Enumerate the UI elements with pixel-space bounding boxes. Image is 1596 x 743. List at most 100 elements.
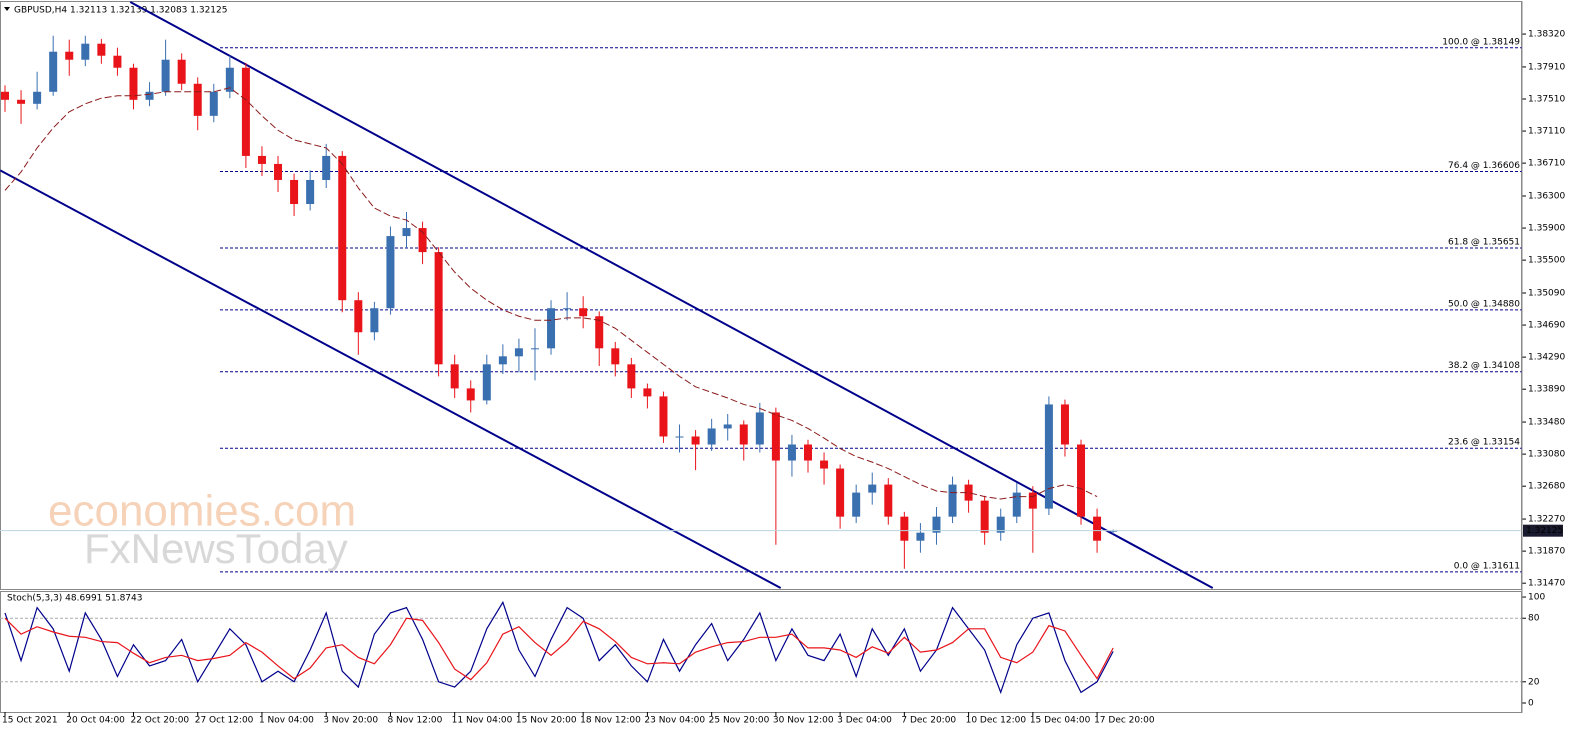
y-tick-label: 1.32270 (1528, 515, 1565, 525)
fib-label: 0.0 @ 1.31611 (1454, 561, 1520, 571)
candle-body (948, 484, 957, 517)
candle-body (964, 484, 973, 501)
x-tick-label: 22 Oct 20:00 (130, 716, 189, 726)
candle-body (659, 396, 668, 437)
y-tick-label: 1.35500 (1528, 256, 1565, 266)
candle-body (17, 99, 26, 104)
watermark: economies.com (48, 487, 356, 536)
y-tick-label: 1.33890 (1528, 385, 1565, 395)
fib-label: 38.2 @ 1.34108 (1448, 361, 1520, 371)
stoch-line (4, 617, 1114, 681)
y-tick-label: 1.32680 (1528, 482, 1565, 492)
y-tick-label: 20 (1528, 677, 1540, 687)
candle-body (755, 412, 764, 445)
candle-body (257, 155, 266, 164)
x-tick-label: 20 Oct 04:00 (66, 716, 125, 726)
candle-body (1077, 444, 1086, 517)
candle-body (161, 59, 170, 92)
candle-body (884, 484, 893, 517)
candle-body (1012, 492, 1021, 517)
candle-body (466, 388, 475, 401)
candle-body (225, 67, 234, 92)
x-tick-label: 18 Nov 12:00 (580, 716, 641, 726)
candle-body (434, 252, 443, 365)
candle-body (113, 55, 122, 68)
candle-body (290, 179, 299, 205)
candle-body (81, 43, 90, 60)
candle-body (643, 388, 652, 397)
candle-body (996, 516, 1005, 533)
candle-body (338, 155, 347, 301)
candle-body (916, 532, 925, 541)
y-tick-label: 1.36710 (1528, 159, 1565, 169)
candle-body (1060, 404, 1069, 445)
candle-body (691, 436, 700, 445)
y-tick-label: 1.37110 (1528, 127, 1565, 137)
x-tick-label: 3 Nov 20:00 (323, 716, 378, 726)
x-tick-label: 27 Oct 12:00 (195, 716, 254, 726)
candle-body (386, 236, 395, 309)
candle-body (450, 364, 459, 389)
x-tick-label: 25 Nov 20:00 (709, 716, 770, 726)
candle-body (563, 308, 572, 310)
candle-body (530, 348, 539, 350)
candle-body (980, 500, 989, 533)
fib-label: 76.4 @ 1.36606 (1448, 161, 1520, 171)
x-tick-label: 8 Nov 12:00 (387, 716, 442, 726)
candle-body (402, 228, 411, 237)
candle-body (498, 356, 507, 365)
price-label: 1.32125 (1526, 526, 1563, 536)
candle-body (707, 428, 716, 445)
y-tick-label: 1.34290 (1528, 353, 1565, 363)
moving-average (4, 87, 1098, 500)
candle-body (241, 67, 250, 156)
stoch-line (4, 600, 1114, 695)
watermark: FxNewsToday (84, 525, 348, 572)
x-tick-label: 15 Nov 20:00 (516, 716, 577, 726)
x-tick-label: 1 Nov 04:00 (259, 716, 314, 726)
y-tick-label: 1.33480 (1528, 418, 1565, 428)
candle-body (1, 91, 9, 100)
candle-body (129, 67, 138, 100)
candle-body (868, 484, 877, 493)
y-tick-label: 80 (1528, 614, 1540, 624)
candle-body (804, 444, 812, 461)
candle-body (97, 43, 106, 56)
candle-body (787, 444, 796, 461)
y-tick-label: 1.36300 (1528, 191, 1565, 201)
candle-body (579, 308, 588, 317)
candle-body (675, 436, 684, 438)
price-box (1523, 524, 1563, 537)
y-tick-label: 1.31470 (1528, 579, 1565, 589)
y-tick-label: 1.35900 (1528, 224, 1565, 234)
candle-body (820, 460, 829, 469)
x-tick-label: 10 Dec 12:00 (966, 716, 1027, 726)
candle-body (852, 492, 861, 517)
candle-body (900, 516, 909, 541)
y-tick-label: 1.34690 (1528, 321, 1565, 331)
candle-body (209, 91, 218, 116)
candle-body (836, 468, 845, 517)
chart-title: GBPUSD,H4 1.32113 1.32139 1.32083 1.3212… (14, 6, 227, 16)
candle-body (193, 83, 202, 116)
candle-body (33, 91, 42, 104)
x-tick-label: 3 Dec 04:00 (837, 716, 892, 726)
candle-body (627, 364, 636, 389)
x-tick-label: 15 Dec 04:00 (1030, 716, 1091, 726)
candle-body (418, 228, 427, 253)
candle-body (1028, 492, 1037, 509)
x-tick-label: 7 Dec 20:00 (901, 716, 956, 726)
y-tick-label: 1.37510 (1528, 94, 1565, 104)
candle-body (322, 155, 331, 180)
channel-line (0, 169, 782, 589)
candle-body (771, 412, 780, 461)
candle-body (145, 91, 154, 100)
candle-body (723, 424, 732, 429)
y-tick-label: 1.31870 (1528, 547, 1565, 557)
candle-body (354, 300, 363, 333)
candle-body (49, 51, 58, 92)
x-tick-label: 17 Dec 20:00 (1094, 716, 1155, 726)
fib-label: 100.0 @ 1.38149 (1442, 37, 1520, 47)
candle-body (547, 308, 556, 349)
